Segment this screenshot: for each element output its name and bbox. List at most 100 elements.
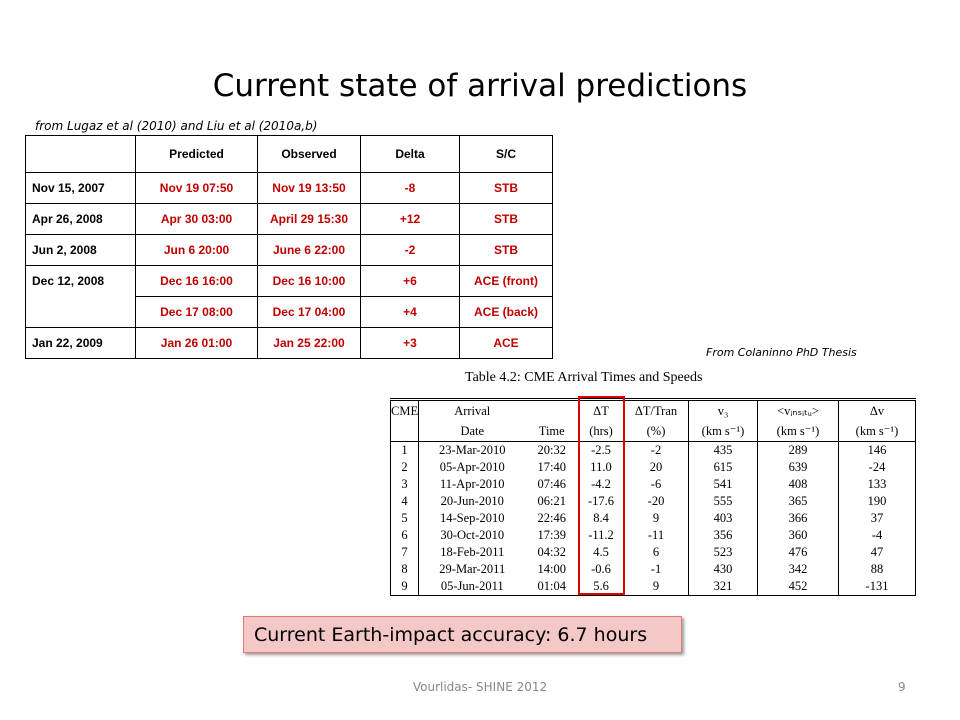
table-row: 3 11-Apr-2010 07:46 -4.2 -6 541 408 133 xyxy=(390,476,916,493)
table-cell: 8.4 xyxy=(578,510,624,527)
table-cell: -8 xyxy=(360,172,460,204)
table-row: Jun 2, 2008 Jun 6 20:00 June 6 22:00 -2 STB xyxy=(25,234,553,266)
header-cell: Δv xyxy=(838,399,916,421)
header-cell: CME xyxy=(390,399,419,421)
table-cell: 18-Feb-2011 xyxy=(418,544,526,561)
event-cell: Jan 22, 2009 xyxy=(25,327,136,359)
table-cell: 615 xyxy=(688,459,758,476)
table-cell: 366 xyxy=(757,510,839,527)
table-cell: 4 xyxy=(390,493,419,510)
table-cell: -4 xyxy=(838,527,916,544)
table-cell: 403 xyxy=(688,510,758,527)
table-cell: 11-Apr-2010 xyxy=(418,476,526,493)
table-cell: +12 xyxy=(360,203,460,235)
table-cell: 22:46 xyxy=(525,510,579,527)
table-cell: 9 xyxy=(390,578,419,596)
header-cell: (km s⁻¹) xyxy=(757,421,839,442)
table-row: 2 05-Apr-2010 17:40 11.0 20 615 639 -24 xyxy=(390,459,916,476)
table-cell: 11.0 xyxy=(578,459,624,476)
table-cell: -2 xyxy=(360,234,460,266)
table-cell: 9 xyxy=(623,578,689,596)
table-cell: +6 xyxy=(360,265,460,297)
table-cell: 408 xyxy=(757,476,839,493)
table-row: 8 29-Mar-2011 14:00 -0.6 -1 430 342 88 xyxy=(390,561,916,578)
footer: Vourlidas- SHINE 2012 xyxy=(412,680,548,694)
page-number: 9 xyxy=(898,680,906,694)
table-cell: 47 xyxy=(838,544,916,561)
table-cell: ACE (front) xyxy=(459,265,553,297)
header-cell xyxy=(25,135,136,173)
table-cell: 88 xyxy=(838,561,916,578)
table-cell: Jan 25 22:00 xyxy=(257,327,361,359)
table-cell: 356 xyxy=(688,527,758,544)
table-row: Apr 26, 2008 Apr 30 03:00 April 29 15:30 +1… xyxy=(25,203,553,235)
table-cell: STB xyxy=(459,203,553,235)
table-cell: 4.5 xyxy=(578,544,624,561)
table-cell: -1 xyxy=(623,561,689,578)
table-cell: 14-Sep-2010 xyxy=(418,510,526,527)
table-cell: 23-Mar-2010 xyxy=(418,441,526,459)
header-cell: (%) xyxy=(623,421,689,442)
table-cell: 6 xyxy=(390,527,419,544)
table-cell: Jan 26 01:00 xyxy=(135,327,258,359)
table-cell: 639 xyxy=(757,459,839,476)
header-row: CME Arrival ΔT ΔT/Tran v₃ <vᵢₙₛᵢₜᵤ> Δv xyxy=(390,399,916,421)
table-cell: Dec 16 10:00 xyxy=(257,265,361,297)
header-cell xyxy=(390,421,419,442)
caption: from Lugaz et al (2010) and Liu et al (2… xyxy=(35,119,318,133)
table-cell: 04:32 xyxy=(525,544,579,561)
event-cell: Jun 2, 2008 xyxy=(25,234,136,266)
table-cell: 365 xyxy=(757,493,839,510)
table-cell: 289 xyxy=(757,441,839,459)
callout: Current Earth-impact accuracy: 6.7 hours xyxy=(243,616,682,653)
table-cell: ACE xyxy=(459,327,553,359)
header-cell: Date xyxy=(418,421,526,442)
table-cell: 06:21 xyxy=(525,493,579,510)
header-cell: Observed xyxy=(257,135,361,173)
table-row: Dec 17 08:00 Dec 17 04:00 +4 ACE (back) xyxy=(26,296,553,328)
table-cell: Nov 19 13:50 xyxy=(257,172,361,204)
slide-title: Current state of arrival predictions xyxy=(212,68,748,104)
table-cell: 476 xyxy=(757,544,839,561)
event-cell: Dec 12, 2008 xyxy=(25,265,136,328)
table-cell: 05-Apr-2010 xyxy=(418,459,526,476)
cme-table: CME Arrival ΔT ΔT/Tran v₃ <vᵢₙₛᵢₜᵤ> Δv Date Time… xyxy=(390,398,916,596)
header-cell: v₃ xyxy=(688,399,758,421)
table-cell: 321 xyxy=(688,578,758,596)
header-cell: (km s⁻¹) xyxy=(688,421,758,442)
table-row: 7 18-Feb-2011 04:32 4.5 6 523 476 47 xyxy=(390,544,916,561)
table-cell: Dec 17 04:00 xyxy=(257,296,361,328)
table-row: Dec 12, 2008 Dec 16 16:00 Dec 16 10:00 +6 AC… xyxy=(25,265,553,328)
table-cell: 342 xyxy=(757,561,839,578)
table-cell: 435 xyxy=(688,441,758,459)
table-cell: 6 xyxy=(623,544,689,561)
table-cell: 17:39 xyxy=(525,527,579,544)
table-cell: 430 xyxy=(688,561,758,578)
table-cell: +3 xyxy=(360,327,460,359)
table-cell: 5 xyxy=(390,510,419,527)
table-cell: Dec 17 08:00 xyxy=(135,296,258,328)
table-row: 9 05-Jun-2011 01:04 5.6 9 321 452 -131 xyxy=(390,578,916,596)
table-cell: 37 xyxy=(838,510,916,527)
table-cell: 07:46 xyxy=(525,476,579,493)
table-cell: -11.2 xyxy=(578,527,624,544)
table-cell: 452 xyxy=(757,578,839,596)
table-cell: April 29 15:30 xyxy=(257,203,361,235)
table-cell: ACE (back) xyxy=(459,296,553,328)
table-cell: 133 xyxy=(838,476,916,493)
table-cell: -24 xyxy=(838,459,916,476)
table-cell: -2 xyxy=(623,441,689,459)
table-cell: 555 xyxy=(688,493,758,510)
event-cell: Nov 15, 2007 xyxy=(25,172,136,204)
header-cell: (km s⁻¹) xyxy=(838,421,916,442)
table-cell: -11 xyxy=(623,527,689,544)
table-cell: 523 xyxy=(688,544,758,561)
table-cell: 1 xyxy=(390,441,419,459)
table-cell: Jun 6 20:00 xyxy=(135,234,258,266)
table-cell: 7 xyxy=(390,544,419,561)
table-cell: 146 xyxy=(838,441,916,459)
table-row: 5 14-Sep-2010 22:46 8.4 9 403 366 37 xyxy=(390,510,916,527)
table-cell: +4 xyxy=(360,296,460,328)
table-cell: 05-Jun-2011 xyxy=(418,578,526,596)
